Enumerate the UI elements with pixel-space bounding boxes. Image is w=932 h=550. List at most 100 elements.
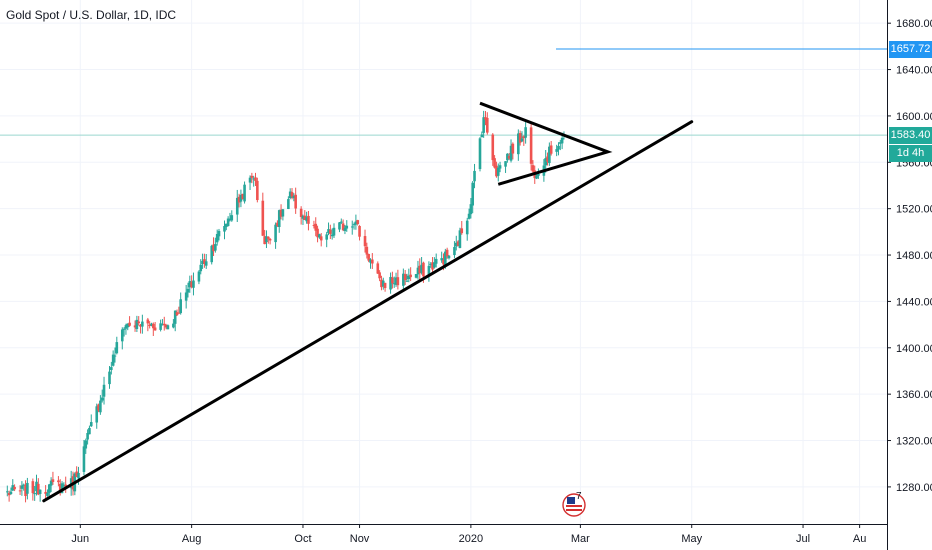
xtick-label: Mar	[571, 533, 590, 545]
target-price-label: 1657.72	[889, 40, 932, 58]
xtick-label: Jul	[796, 533, 810, 545]
ytick-label: 1680.00	[896, 18, 932, 30]
candle-body	[287, 199, 290, 210]
candle-body	[407, 275, 411, 280]
candle-body	[312, 224, 316, 226]
candle-body	[316, 228, 319, 238]
candle-body	[172, 323, 175, 328]
candle-body	[235, 197, 239, 215]
candle-body	[99, 400, 102, 413]
candle-body	[51, 479, 55, 482]
candle-body	[266, 236, 270, 239]
candle-body	[484, 117, 487, 120]
candle-body	[212, 244, 215, 252]
ytick-label: 1400.00	[896, 343, 932, 355]
candle-body	[506, 153, 509, 161]
candle-body	[58, 483, 62, 492]
candle-body	[177, 312, 181, 314]
candle-body	[473, 170, 476, 182]
candle-body	[13, 486, 16, 490]
xtick-label: Nov	[350, 533, 370, 545]
candle-body	[281, 209, 285, 217]
candle-body	[88, 427, 91, 435]
candle-body	[504, 161, 507, 167]
candle-body	[345, 225, 349, 229]
candle-body	[478, 138, 482, 170]
candle-body	[383, 282, 387, 289]
candle-body	[529, 127, 533, 164]
candle-body	[97, 404, 100, 411]
candle-body	[254, 177, 257, 181]
candle-body	[447, 255, 451, 259]
candle-body	[84, 440, 88, 449]
candle-body	[548, 146, 551, 164]
chart-title: Gold Spot / U.S. Dollar, 1D, IDC	[6, 8, 177, 22]
candle-body	[358, 226, 361, 237]
candle-body	[402, 273, 405, 286]
candle-body	[486, 117, 489, 133]
candle-body	[20, 485, 24, 489]
candle-body	[458, 230, 462, 248]
candle-body	[557, 146, 560, 150]
candle-body	[226, 218, 230, 226]
candle-body	[241, 193, 245, 200]
candle-body	[120, 329, 124, 342]
candle-body	[341, 223, 345, 231]
ytick-label: 1360.00	[896, 389, 932, 401]
candle-body	[210, 245, 214, 263]
candle-body	[223, 226, 226, 232]
xtick-label: Oct	[294, 533, 311, 545]
candle-body	[376, 263, 380, 274]
candle-body	[482, 117, 485, 133]
candle-body	[162, 323, 166, 326]
ytick-label: 1600.00	[896, 111, 932, 123]
candle-body	[139, 324, 142, 327]
candle-body	[422, 262, 425, 277]
candle-body	[102, 384, 106, 397]
candle-body	[498, 165, 502, 169]
countdown-label: 1d 4h	[889, 144, 932, 162]
candle-body	[95, 406, 99, 423]
candle-body	[9, 491, 13, 495]
candles[interactable]	[6, 110, 566, 503]
candle-body	[469, 204, 473, 215]
drawings[interactable]	[42, 101, 694, 503]
candle-body	[429, 263, 433, 265]
candle-body	[228, 218, 232, 221]
candle-body	[299, 208, 303, 217]
candle-body	[546, 156, 549, 162]
candle-body	[252, 178, 255, 180]
author-avatar-icon[interactable]: 7	[561, 489, 591, 519]
candle-body	[369, 259, 372, 263]
xtick-label: 2020	[459, 533, 483, 545]
candle-body	[159, 323, 162, 330]
candle-body	[184, 292, 188, 301]
candle-body	[396, 277, 400, 286]
candle-body	[524, 127, 527, 138]
candle-body	[535, 175, 538, 179]
candle-body	[392, 283, 396, 285]
candle-body	[197, 271, 201, 282]
candle-body	[381, 280, 385, 287]
candle-body	[279, 209, 283, 217]
candle-body	[371, 259, 374, 264]
candle-body	[434, 258, 438, 264]
candle-body	[517, 133, 520, 155]
candle-body	[405, 280, 409, 282]
candle-body	[137, 321, 141, 324]
candle-body	[108, 371, 111, 385]
xtick-label: May	[681, 533, 702, 545]
candle-body	[343, 228, 347, 231]
candle-body	[560, 137, 564, 144]
candle-body	[460, 228, 464, 234]
candle-body	[201, 260, 204, 265]
candle-body	[350, 226, 354, 228]
candle-body	[188, 281, 192, 288]
candle-body	[339, 221, 343, 223]
candle-body	[44, 491, 47, 494]
candle-body	[35, 481, 38, 492]
candle-body	[60, 483, 64, 494]
candle-body	[141, 321, 144, 327]
